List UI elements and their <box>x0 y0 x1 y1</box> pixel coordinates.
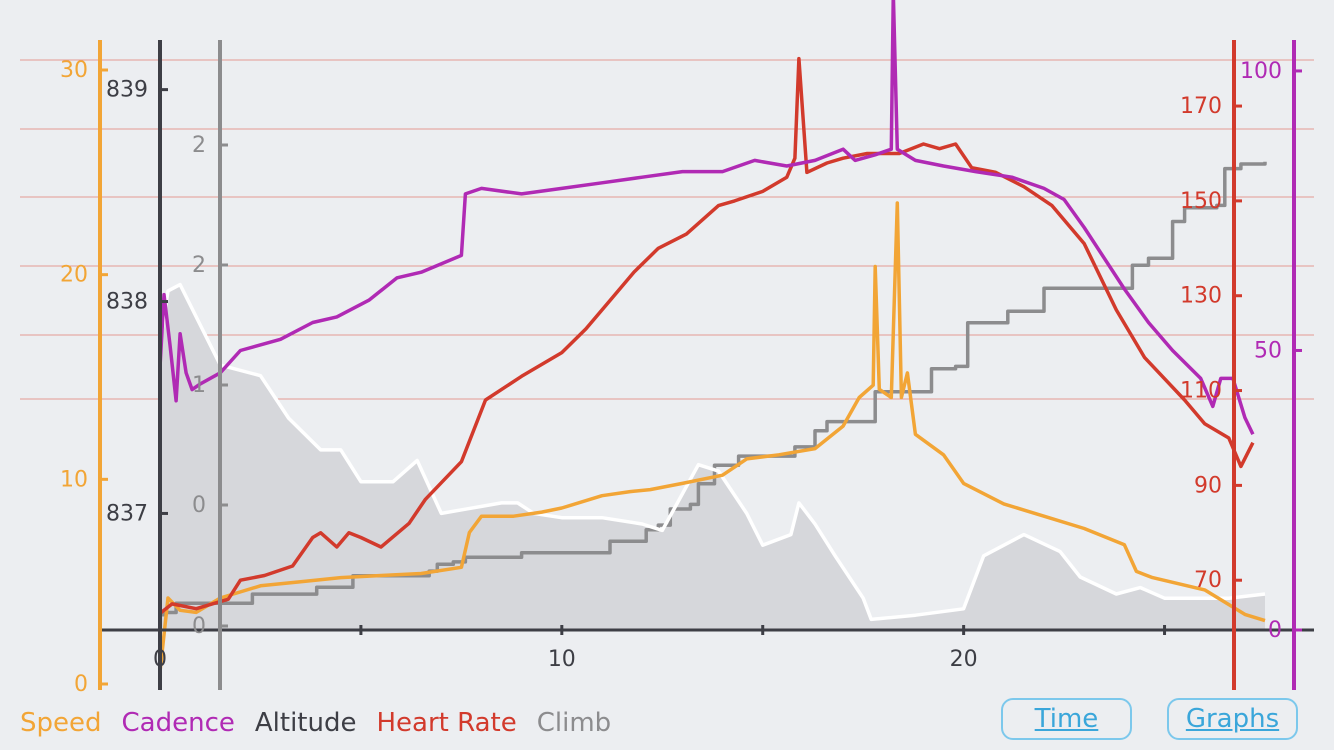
altitude-tick-label-2: 839 <box>106 78 148 103</box>
legend-heart-rate: Heart Rate <box>376 708 517 738</box>
altitude-tick-label-0: 837 <box>106 501 148 526</box>
climb-tick-label-0: 0 <box>192 614 206 639</box>
climb-tick-label-2: 1 <box>192 373 206 398</box>
heart-rate-gridlines <box>20 59 1314 400</box>
axes-layer: 0 10 20 0 10 20 30 837 838 839 0 0 1 2 2 70 90 110 130 150 1… <box>60 40 1314 697</box>
heart-rate-tick-label-2: 110 <box>1180 379 1222 404</box>
climb-tick-label-4: 2 <box>192 133 206 158</box>
speed-tick-label-3: 30 <box>60 58 88 83</box>
x-tick-label-1: 10 <box>548 647 576 672</box>
legend-climb: Climb <box>536 708 612 738</box>
speed-tick-label-2: 20 <box>60 263 88 288</box>
legend-speed: Speed <box>20 708 102 738</box>
altitude-area <box>160 284 1265 630</box>
legend-altitude: Altitude <box>254 708 357 738</box>
cadence-tick-label-0: 0 <box>1268 618 1282 643</box>
heart-rate-tick-label-3: 130 <box>1180 284 1222 309</box>
speed-tick-label-1: 10 <box>60 467 88 492</box>
legend: Speed Cadence Altitude Heart Rate Climb <box>20 708 611 738</box>
legend-cadence: Cadence <box>121 708 235 738</box>
heart-rate-tick-label-0: 70 <box>1194 568 1222 593</box>
climb-area-layer <box>160 284 1265 630</box>
series-altitude-line <box>158 282 1266 622</box>
heart-rate-tick-label-4: 150 <box>1180 189 1222 214</box>
cadence-tick-label-1: 50 <box>1254 338 1282 363</box>
climb-tick-label-3: 2 <box>192 253 206 278</box>
climb-tick-label-1: 0 <box>192 493 206 518</box>
series-speed-line <box>158 201 1266 672</box>
heart-rate-tick-label-1: 90 <box>1194 473 1222 498</box>
series-lines <box>158 0 1267 672</box>
series-cadence-line <box>158 0 1255 436</box>
speed-tick-label-0: 0 <box>74 672 88 697</box>
x-tick-label-2: 20 <box>950 647 978 672</box>
graphs-button[interactable]: Graphs <box>1167 698 1298 740</box>
heart-rate-tick-label-5: 170 <box>1180 94 1222 119</box>
series-heart-rate-line <box>158 56 1255 615</box>
time-button[interactable]: Time <box>1001 698 1132 740</box>
cadence-tick-label-2: 100 <box>1240 59 1282 84</box>
altitude-tick-label-1: 838 <box>106 290 148 315</box>
